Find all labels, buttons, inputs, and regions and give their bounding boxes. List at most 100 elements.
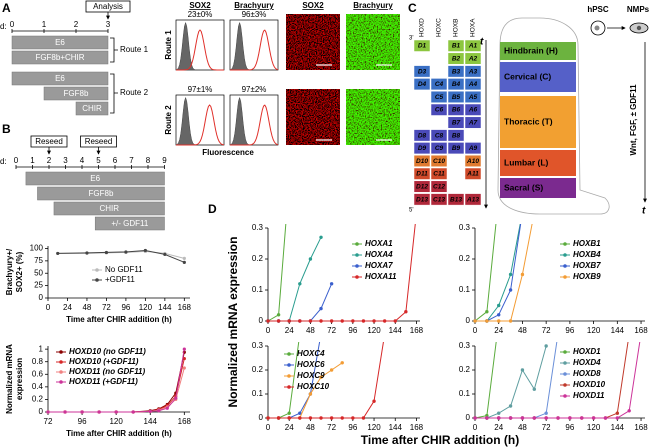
y-tick-label: 0.3 bbox=[252, 223, 264, 232]
x-tick-label: 72 bbox=[327, 423, 336, 432]
legend-label: HOXC6 bbox=[297, 360, 325, 369]
y-tick-label: 0.2 bbox=[459, 254, 471, 263]
region-label: Sacral (S) bbox=[504, 182, 543, 192]
gene-box bbox=[464, 193, 482, 206]
panel-label: D bbox=[208, 202, 217, 216]
x-tick-label: 168 bbox=[178, 417, 192, 426]
y-tick-label: 0 bbox=[466, 316, 471, 325]
flow-percentage: 23±0% bbox=[188, 10, 213, 19]
gene-label: A13 bbox=[466, 196, 479, 203]
data-point bbox=[340, 416, 344, 420]
data-point bbox=[329, 416, 334, 420]
stained-histogram bbox=[176, 104, 225, 146]
route-label: Route 1 bbox=[120, 45, 149, 54]
gene-label: A1 bbox=[468, 43, 478, 50]
bar-label: E6 bbox=[55, 38, 65, 47]
day-label: 5 bbox=[96, 156, 101, 165]
gene-box bbox=[464, 103, 482, 116]
legend-label: HOXA4 bbox=[365, 250, 393, 259]
bar-label: FGF8b bbox=[64, 89, 89, 98]
x-tick-label: 48 bbox=[518, 423, 527, 432]
legend-marker bbox=[563, 253, 567, 257]
data-point bbox=[532, 416, 537, 420]
gene-box bbox=[447, 78, 465, 91]
legend-marker bbox=[563, 372, 567, 376]
y-axis-label: Brachyury+/ bbox=[5, 248, 14, 295]
legend-label: HOXC10 bbox=[297, 382, 330, 391]
gene-label: B6 bbox=[452, 107, 461, 114]
series-line bbox=[475, 342, 641, 419]
timeline-bar bbox=[94, 216, 165, 231]
gene-box bbox=[447, 129, 465, 142]
gene-label: A3 bbox=[468, 68, 478, 75]
timeline-bar bbox=[43, 86, 109, 101]
x-tick-label: 96 bbox=[121, 303, 130, 312]
data-point bbox=[520, 368, 525, 372]
y-tick-label: 0.1 bbox=[459, 285, 471, 294]
plot-area bbox=[56, 248, 186, 264]
gene-box bbox=[430, 154, 448, 167]
data-point bbox=[276, 319, 281, 323]
gene-box bbox=[464, 116, 482, 129]
gene-label: D9 bbox=[418, 145, 427, 152]
x-tick-label: 72 bbox=[327, 326, 336, 335]
treatment-label: Wnt, FGF, ± GDF11 bbox=[629, 84, 638, 156]
legend-label: HOXD10 (no GDF11) bbox=[69, 347, 146, 356]
gene-label: A4 bbox=[468, 81, 478, 88]
data-point bbox=[308, 392, 313, 396]
legend-marker bbox=[287, 374, 291, 378]
flow-title: SOX2 bbox=[189, 1, 211, 10]
gene-box bbox=[430, 103, 448, 116]
legend-label: HOXD4 bbox=[573, 358, 601, 367]
row-label: Route 2 bbox=[164, 105, 173, 135]
data-point bbox=[124, 250, 128, 254]
x-tick-label: 144 bbox=[389, 326, 403, 335]
y-tick-label: 25 bbox=[34, 281, 43, 290]
legend-label: HOXD10 (+GDF11) bbox=[69, 357, 139, 366]
data-point bbox=[497, 303, 501, 308]
data-point bbox=[340, 319, 344, 323]
gene-label: B7 bbox=[452, 120, 461, 127]
data-point bbox=[287, 319, 291, 323]
data-point bbox=[319, 332, 322, 335]
region-bar bbox=[500, 42, 576, 60]
data-point bbox=[182, 347, 186, 351]
x-tick-label: 144 bbox=[158, 303, 172, 312]
data-point bbox=[473, 319, 477, 323]
data-point bbox=[56, 251, 60, 256]
gene-label: B2 bbox=[452, 56, 461, 63]
day-label: 8 bbox=[146, 156, 151, 165]
y-tick-label: 0.4 bbox=[32, 382, 44, 391]
flow-percentage: 96±3% bbox=[242, 10, 267, 19]
series-line bbox=[267, 224, 287, 322]
data-point bbox=[319, 306, 323, 311]
day-label: 3 bbox=[106, 20, 111, 29]
gene-label: D10 bbox=[416, 158, 428, 165]
gene-box bbox=[447, 103, 465, 116]
y-tick-label: 0.1 bbox=[459, 389, 471, 398]
gene-box bbox=[413, 193, 431, 206]
y-axis-label: Normalized mRNA expression bbox=[226, 237, 240, 408]
embryo-outline bbox=[497, 17, 610, 215]
series-line bbox=[268, 224, 416, 322]
data-point bbox=[382, 319, 387, 323]
legend-marker bbox=[95, 278, 99, 282]
series-line bbox=[268, 342, 384, 419]
data-point bbox=[556, 332, 559, 335]
data-point bbox=[287, 411, 291, 415]
data-point bbox=[383, 332, 386, 335]
y-tick-label: 0.2 bbox=[32, 395, 44, 404]
legend-label: HOXD8 bbox=[573, 369, 601, 378]
gene-box bbox=[464, 65, 482, 78]
data-point bbox=[80, 410, 84, 414]
data-point bbox=[308, 416, 313, 420]
x-tick-label: 120 bbox=[367, 326, 381, 335]
region-label: Thoracic (T) bbox=[504, 116, 553, 126]
legend-marker bbox=[59, 380, 63, 384]
day-label: 0 bbox=[10, 20, 15, 29]
data-point bbox=[63, 410, 67, 414]
y-tick-label: 0 bbox=[259, 316, 264, 325]
gene-box bbox=[413, 142, 431, 155]
y-tick-label: 0.1 bbox=[252, 285, 264, 294]
x-tick-label: 0 bbox=[266, 423, 271, 432]
